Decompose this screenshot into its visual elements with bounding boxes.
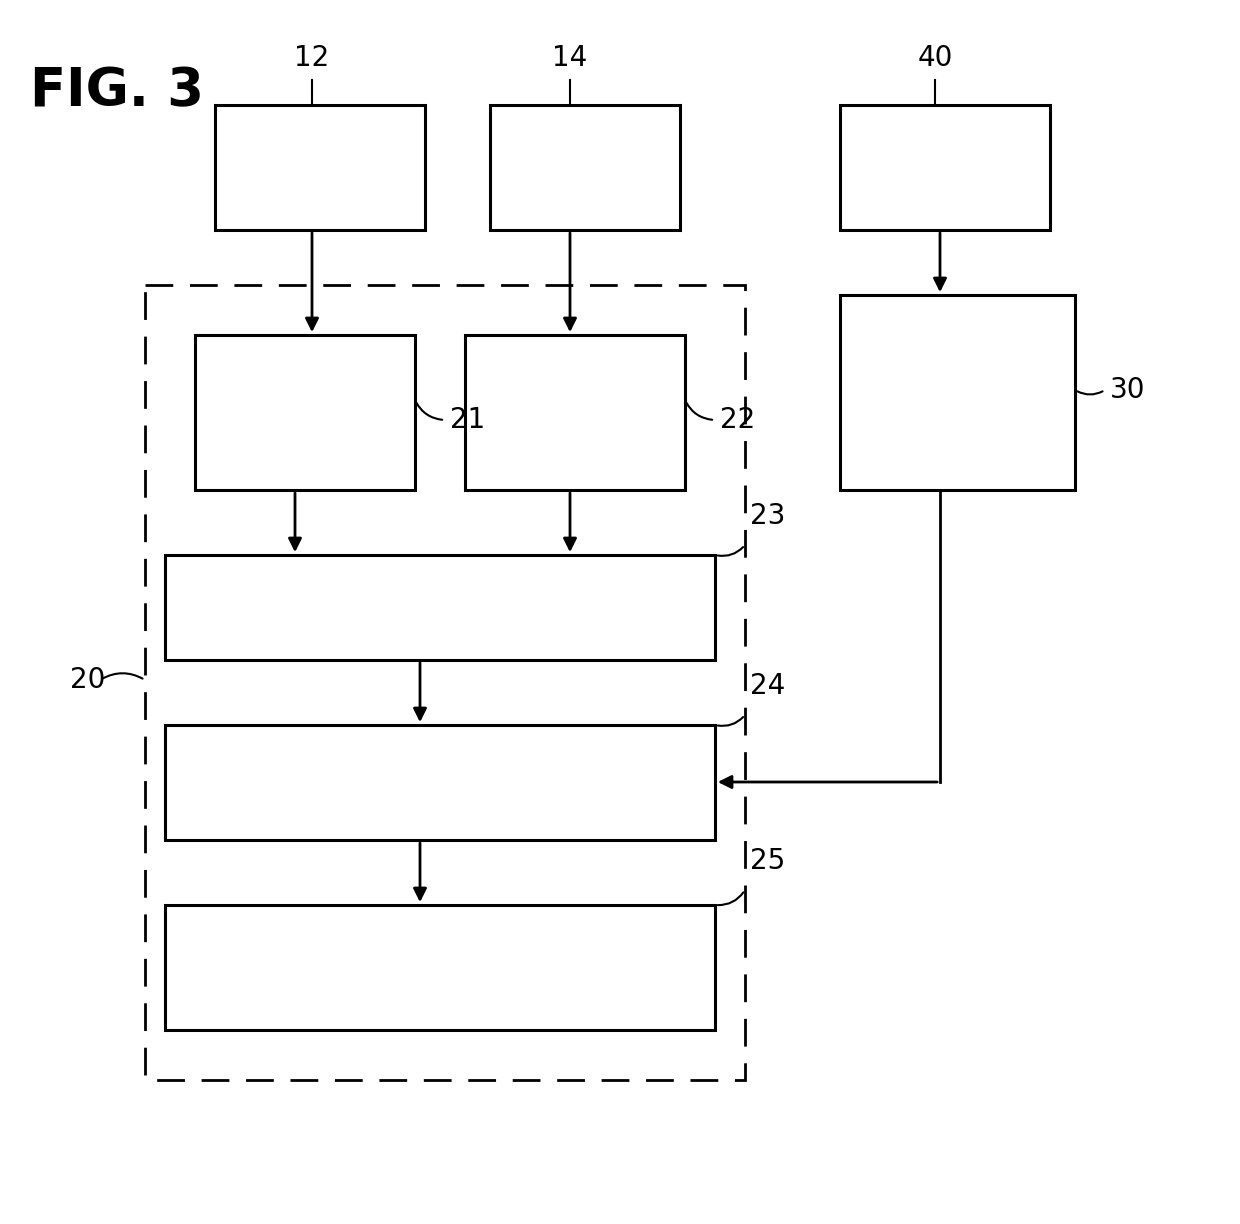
Text: 25: 25: [750, 847, 785, 875]
Bar: [839, 295, 1075, 490]
Text: 20: 20: [69, 666, 105, 694]
Bar: [839, 105, 1050, 230]
Text: 14: 14: [552, 44, 588, 72]
Text: 30: 30: [1110, 376, 1146, 404]
Bar: [145, 285, 745, 1080]
Bar: [465, 335, 684, 490]
Bar: [165, 554, 715, 660]
Bar: [165, 725, 715, 840]
Text: 40: 40: [918, 44, 952, 72]
Text: 21: 21: [450, 406, 485, 435]
Text: 24: 24: [750, 672, 785, 700]
Bar: [165, 905, 715, 1031]
Text: FIG. 3: FIG. 3: [30, 65, 205, 118]
Bar: [490, 105, 680, 230]
Text: 12: 12: [294, 44, 330, 72]
Bar: [215, 105, 425, 230]
Bar: [195, 335, 415, 490]
Text: 22: 22: [720, 406, 755, 435]
Text: 23: 23: [750, 502, 785, 530]
